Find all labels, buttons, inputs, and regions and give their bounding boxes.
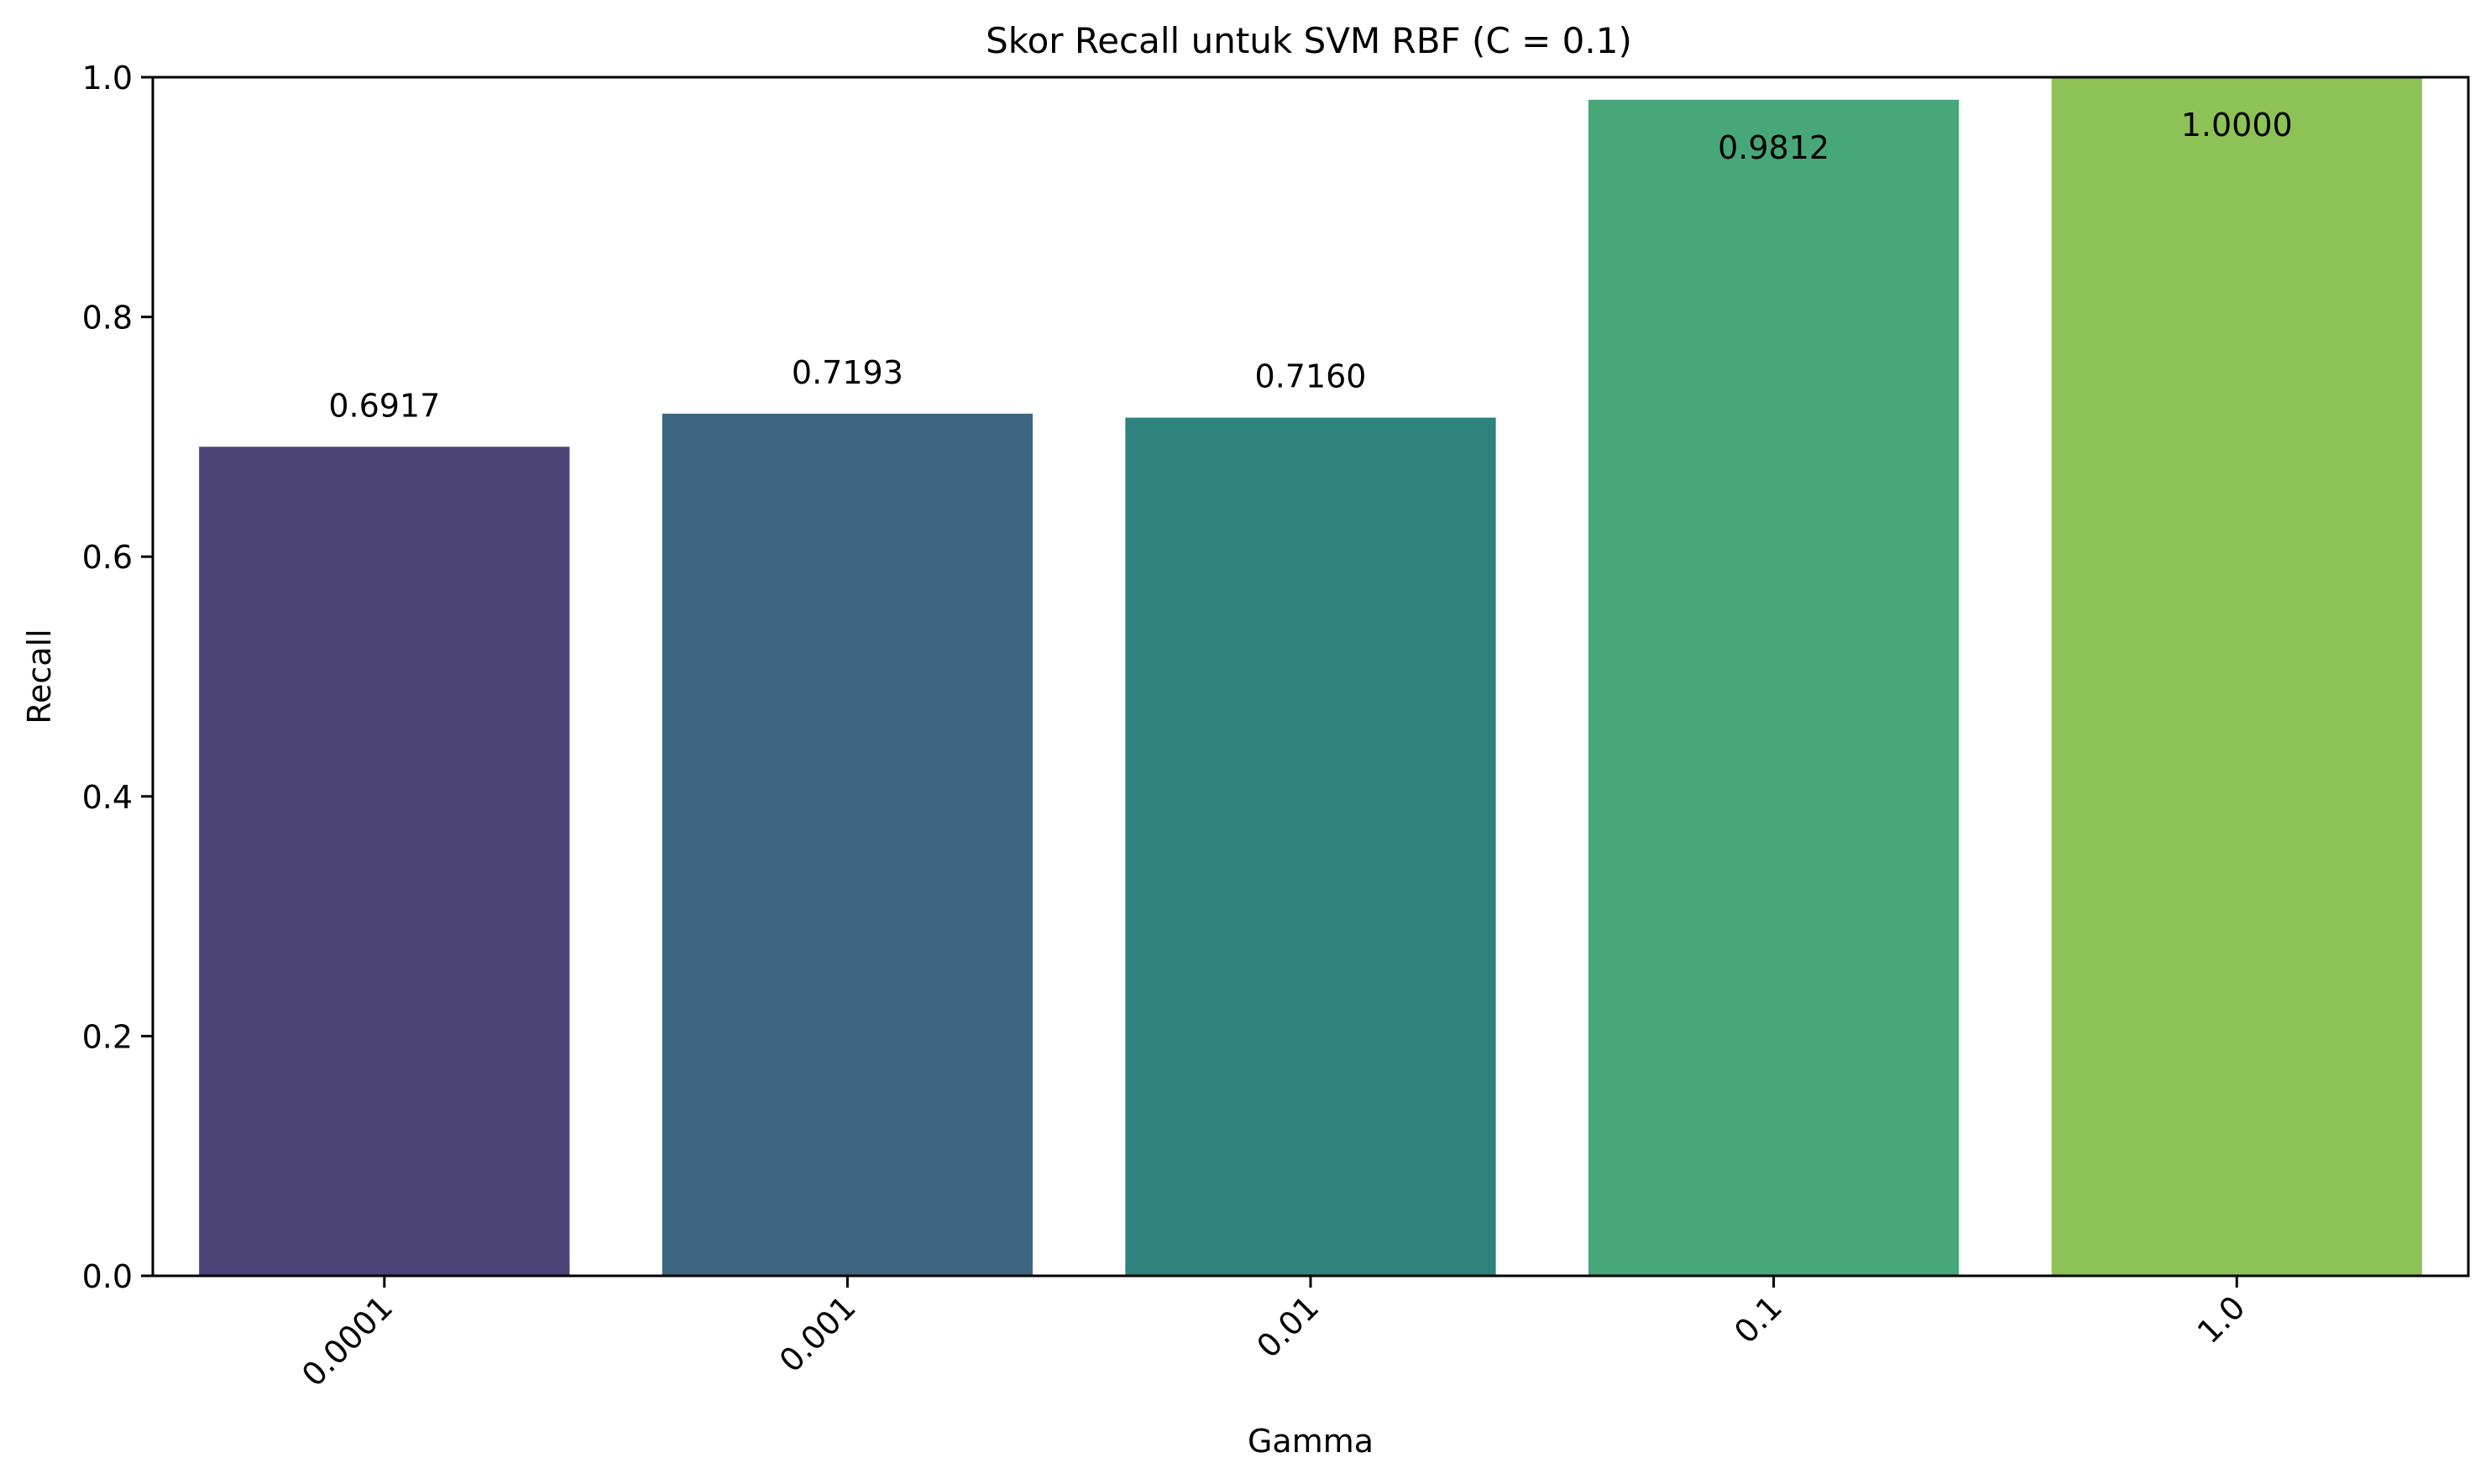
y-tick-label: 0.4 <box>82 779 133 816</box>
x-tick-label: 0.0001 <box>295 1288 400 1393</box>
x-tick-label: 0.1 <box>1727 1288 1789 1351</box>
bar-0.1 <box>1588 99 1960 1276</box>
value-label-0.01: 0.7160 <box>1255 358 1367 395</box>
y-axis-label: Recall <box>21 629 58 724</box>
y-tick-label: 0.6 <box>82 539 133 576</box>
value-label-1.0: 1.0000 <box>2181 107 2293 144</box>
value-labels-layer: 0.6917 0.7193 0.7160 0.9812 1.0000 <box>328 107 2292 424</box>
y-tick-label: 0.0 <box>82 1258 133 1295</box>
y-tick-label: 0.8 <box>82 300 133 337</box>
value-label-0.001: 0.7193 <box>792 354 903 391</box>
chart-title: Skor Recall untuk SVM RBF (C = 0.1) <box>986 20 1632 61</box>
x-tick-label: 0.01 <box>1249 1288 1326 1365</box>
x-tick-label: 0.001 <box>772 1288 863 1379</box>
bar-0.0001 <box>199 447 570 1276</box>
y-axis: 0.0 0.2 0.4 0.6 0.8 1.0 <box>82 60 153 1295</box>
bar-0.001 <box>662 413 1034 1276</box>
y-tick-label: 0.2 <box>82 1018 133 1055</box>
bar-1.0 <box>2051 77 2422 1276</box>
value-label-0.1: 0.9812 <box>1718 129 1829 166</box>
bar-0.01 <box>1125 417 1496 1276</box>
x-axis-label: Gamma <box>1248 1423 1374 1460</box>
y-tick-label: 1.0 <box>82 60 133 97</box>
value-label-0.0001: 0.6917 <box>328 387 440 424</box>
x-tick-label: 1.0 <box>2190 1288 2253 1351</box>
bars-layer <box>199 77 2422 1276</box>
x-axis: 0.0001 0.001 0.01 0.1 1.0 <box>295 1276 2253 1393</box>
plot-frame <box>151 76 2470 1278</box>
